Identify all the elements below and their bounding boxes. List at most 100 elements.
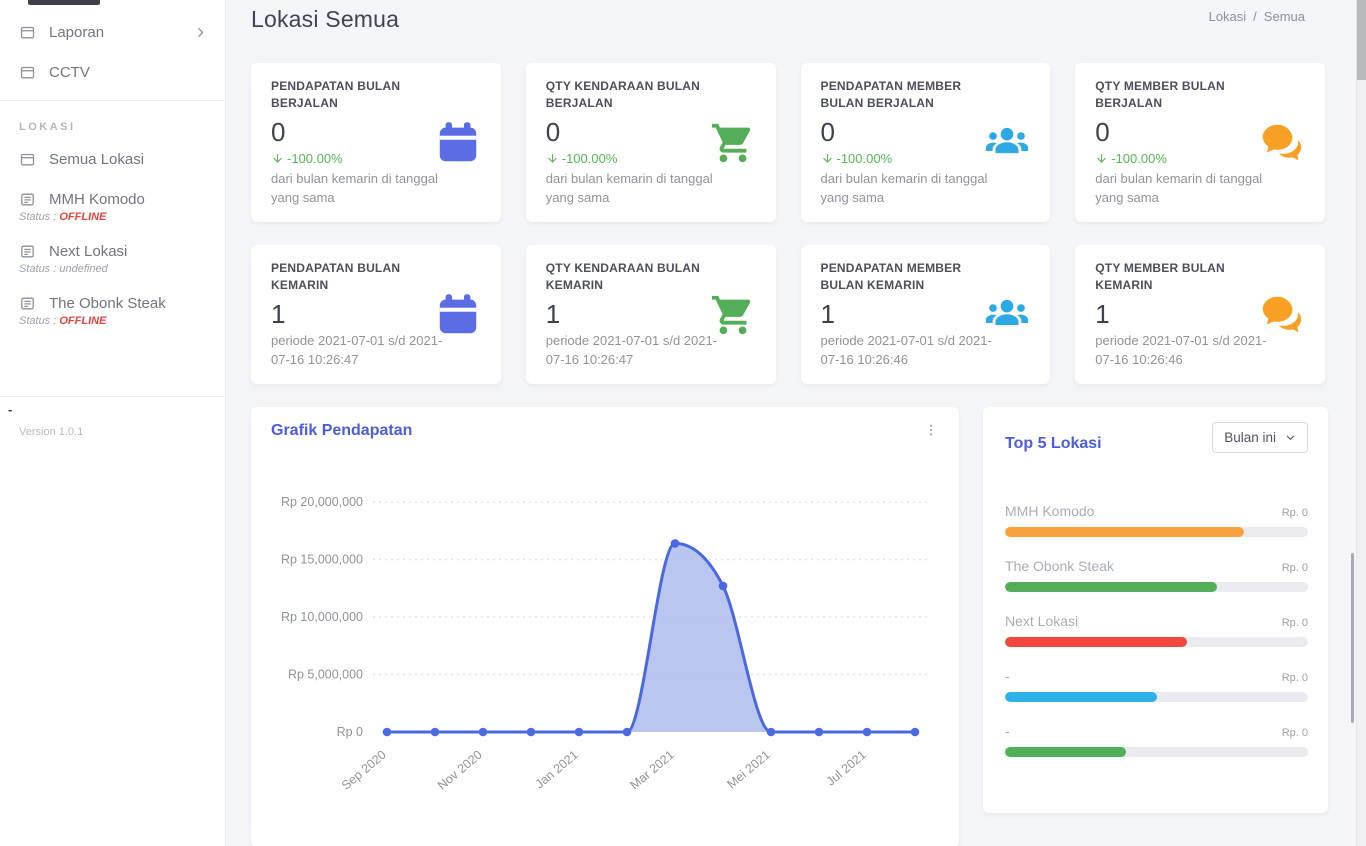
- status-prefix: Status :: [19, 263, 60, 275]
- pendapatan-area-chart: Rp 0 Rp 5,000,000 Rp 10,000,000 Rp 15,000,0…: [281, 495, 931, 793]
- sidebar-menu: Laporan CCTV: [0, 0, 225, 92]
- top5-row: The Obonk Steak Rp. 0: [1005, 558, 1308, 593]
- stat-card-title: PENDAPATAN BULAN BERJALAN: [271, 79, 401, 111]
- top5-list: MMH Komodo Rp. 0 The Obonk Steak Rp. 0 Next …: [1005, 503, 1308, 778]
- page-header: Lokasi Semua Lokasi / Semua: [227, 0, 1366, 33]
- stat-card-desc: dari bulan kemarin di tanggal yang sama: [820, 171, 988, 206]
- window-icon: [19, 151, 36, 168]
- delta-value: -100.00%: [287, 151, 343, 167]
- location-status: Status : OFFLINE: [0, 315, 225, 327]
- svg-text:Jul 2021: Jul 2021: [824, 748, 869, 789]
- location-status: Status : undefined: [0, 263, 225, 275]
- window-icon: [19, 24, 36, 41]
- top5-panel: Top 5 Lokasi Bulan ini MMH Komodo Rp. 0 Th…: [983, 407, 1328, 814]
- status-value: OFFLINE: [59, 315, 107, 327]
- news-icon: [19, 243, 36, 260]
- top5-location-name: The Obonk Steak: [1005, 558, 1114, 575]
- stat-card-value: 1: [1095, 298, 1110, 329]
- top5-location-value: Rp. 0: [1281, 617, 1308, 630]
- sidebar-item-cctv[interactable]: CCTV: [0, 52, 225, 92]
- breadcrumb-parent[interactable]: Lokasi: [1208, 9, 1247, 24]
- top5-row: MMH Komodo Rp. 0: [1005, 503, 1308, 538]
- scrollbar-thumb[interactable]: [1357, 0, 1366, 80]
- svg-text:Rp 0: Rp 0: [337, 725, 363, 739]
- sidebar-item-semua-lokasi[interactable]: Semua Lokasi: [0, 139, 225, 179]
- top5-location-value: Rp. 0: [1281, 507, 1308, 520]
- stat-card: PENDAPATAN MEMBER BULAN KEMARIN 1 periode …: [800, 245, 1051, 385]
- top5-row-head: - Rp. 0: [1005, 668, 1308, 684]
- stat-card-delta: -100.00%: [821, 151, 1031, 166]
- sidebar-item-label: Semua Lokasi: [49, 150, 145, 168]
- stat-card-value: 0: [545, 116, 561, 147]
- top5-row: - Rp. 0: [1005, 668, 1308, 703]
- svg-text:Jan 2021: Jan 2021: [533, 748, 581, 792]
- stat-card: QTY MEMBER BULAN KEMARIN 1 periode 2021-07…: [1075, 245, 1325, 385]
- stat-card: PENDAPATAN MEMBER BULAN BERJALAN 0 -100.00…: [800, 63, 1051, 223]
- scrollbar-track[interactable]: [1356, 0, 1366, 846]
- kebab-menu-icon[interactable]: [921, 420, 941, 443]
- stat-card-title: QTY MEMBER BULAN KEMARIN: [1095, 261, 1225, 293]
- arrow-down-icon: [821, 152, 834, 165]
- stat-card-title: PENDAPATAN BULAN KEMARIN: [271, 261, 401, 293]
- top5-location-name: -: [1005, 668, 1010, 685]
- stat-card: PENDAPATAN BULAN KEMARIN 1 periode 2021-07…: [251, 245, 501, 385]
- news-icon: [19, 191, 36, 208]
- stat-card-title: QTY KENDARAAN BULAN BERJALAN: [545, 79, 700, 111]
- stat-card-title: PENDAPATAN MEMBER BULAN BERJALAN: [820, 79, 962, 111]
- sidebar-item-mmh-komodo[interactable]: MMH Komodo: [0, 179, 225, 219]
- location-status: Status : OFFLINE: [0, 211, 225, 223]
- svg-text:Rp 15,000,000: Rp 15,000,000: [281, 553, 363, 567]
- main-content: Lokasi Semua Lokasi / Semua PENDAPATAN B…: [227, 0, 1366, 846]
- stat-card-value: 0: [820, 116, 835, 147]
- top5-bar-fill: [1005, 582, 1218, 593]
- people-icon: [984, 292, 1030, 338]
- svg-text:Mei 2021: Mei 2021: [725, 748, 773, 792]
- top5-row-head: - Rp. 0: [1005, 723, 1308, 739]
- sidebar-item-the-obonk-steak[interactable]: The Obonk Steak: [0, 283, 225, 323]
- sidebar-locations: Semua Lokasi MMH Komodo Status : OFFLINE Ne…: [0, 139, 225, 328]
- breadcrumb-separator: /: [1253, 9, 1257, 24]
- stat-card: QTY KENDARAAN BULAN KEMARIN 1 periode 2021…: [525, 245, 776, 385]
- top5-location-value: Rp. 0: [1281, 727, 1308, 740]
- sidebar-item-label: MMH Komodo: [49, 190, 145, 208]
- top5-bar-fill: [1005, 637, 1187, 648]
- top5-title: Top 5 Lokasi: [1005, 435, 1102, 453]
- stat-card: QTY MEMBER BULAN BERJALAN 0 -100.00% dari b…: [1075, 63, 1325, 223]
- top5-location-name: -: [1005, 723, 1010, 740]
- arrow-down-icon: [271, 152, 284, 165]
- sidebar-divider: [0, 100, 225, 101]
- version-label: Version 1.0.1: [19, 426, 84, 438]
- stat-card-desc: dari bulan kemarin di tanggal yang sama: [1095, 171, 1263, 206]
- chart-title: Grafik Pendapatan: [271, 422, 413, 440]
- stat-cards: PENDAPATAN BULAN BERJALAN 0 -100.00% dari b…: [251, 63, 1325, 385]
- inner-scrollbar-thumb[interactable]: [1351, 553, 1354, 723]
- news-icon: [19, 295, 36, 312]
- stat-card-desc: periode 2021-07-01 s/d 2021-07-16 10:26:…: [271, 333, 443, 368]
- sidebar-item-cutoff[interactable]: [28, 0, 100, 5]
- breadcrumb: Lokasi / Semua: [1209, 6, 1305, 24]
- top5-row-head: The Obonk Steak Rp. 0: [1005, 558, 1308, 574]
- window-icon: [19, 64, 36, 81]
- arrow-down-icon: [546, 152, 559, 165]
- sidebar-item-label: The Obonk Steak: [49, 294, 166, 312]
- delta-value: -100.00%: [836, 151, 893, 167]
- sidebar-item-next-lokasi[interactable]: Next Lokasi: [0, 231, 225, 271]
- sidebar-divider: [0, 396, 225, 397]
- top5-bar-fill: [1005, 747, 1127, 758]
- period-select[interactable]: Bulan ini: [1212, 422, 1308, 454]
- chat-icon: [1259, 292, 1305, 338]
- stat-card-value: 1: [820, 298, 835, 329]
- stat-card-value: 1: [271, 298, 286, 329]
- sidebar-item-laporan[interactable]: Laporan: [0, 12, 225, 52]
- top5-row-head: Next Lokasi Rp. 0: [1005, 613, 1308, 629]
- sidebar-item-label: Next Lokasi: [49, 242, 128, 260]
- top5-bar-track: [1005, 692, 1308, 703]
- svg-text:Nov 2020: Nov 2020: [435, 748, 485, 793]
- top5-bar-track: [1005, 582, 1308, 593]
- top5-location-name: MMH Komodo: [1005, 503, 1095, 520]
- svg-text:Rp 5,000,000: Rp 5,000,000: [288, 668, 363, 682]
- svg-text:Rp 20,000,000: Rp 20,000,000: [281, 495, 363, 509]
- chat-icon: [1259, 120, 1305, 166]
- stat-card-desc: periode 2021-07-01 s/d 2021-07-16 10:26:…: [820, 333, 992, 368]
- stat-card: PENDAPATAN BULAN BERJALAN 0 -100.00% dari b…: [251, 63, 501, 223]
